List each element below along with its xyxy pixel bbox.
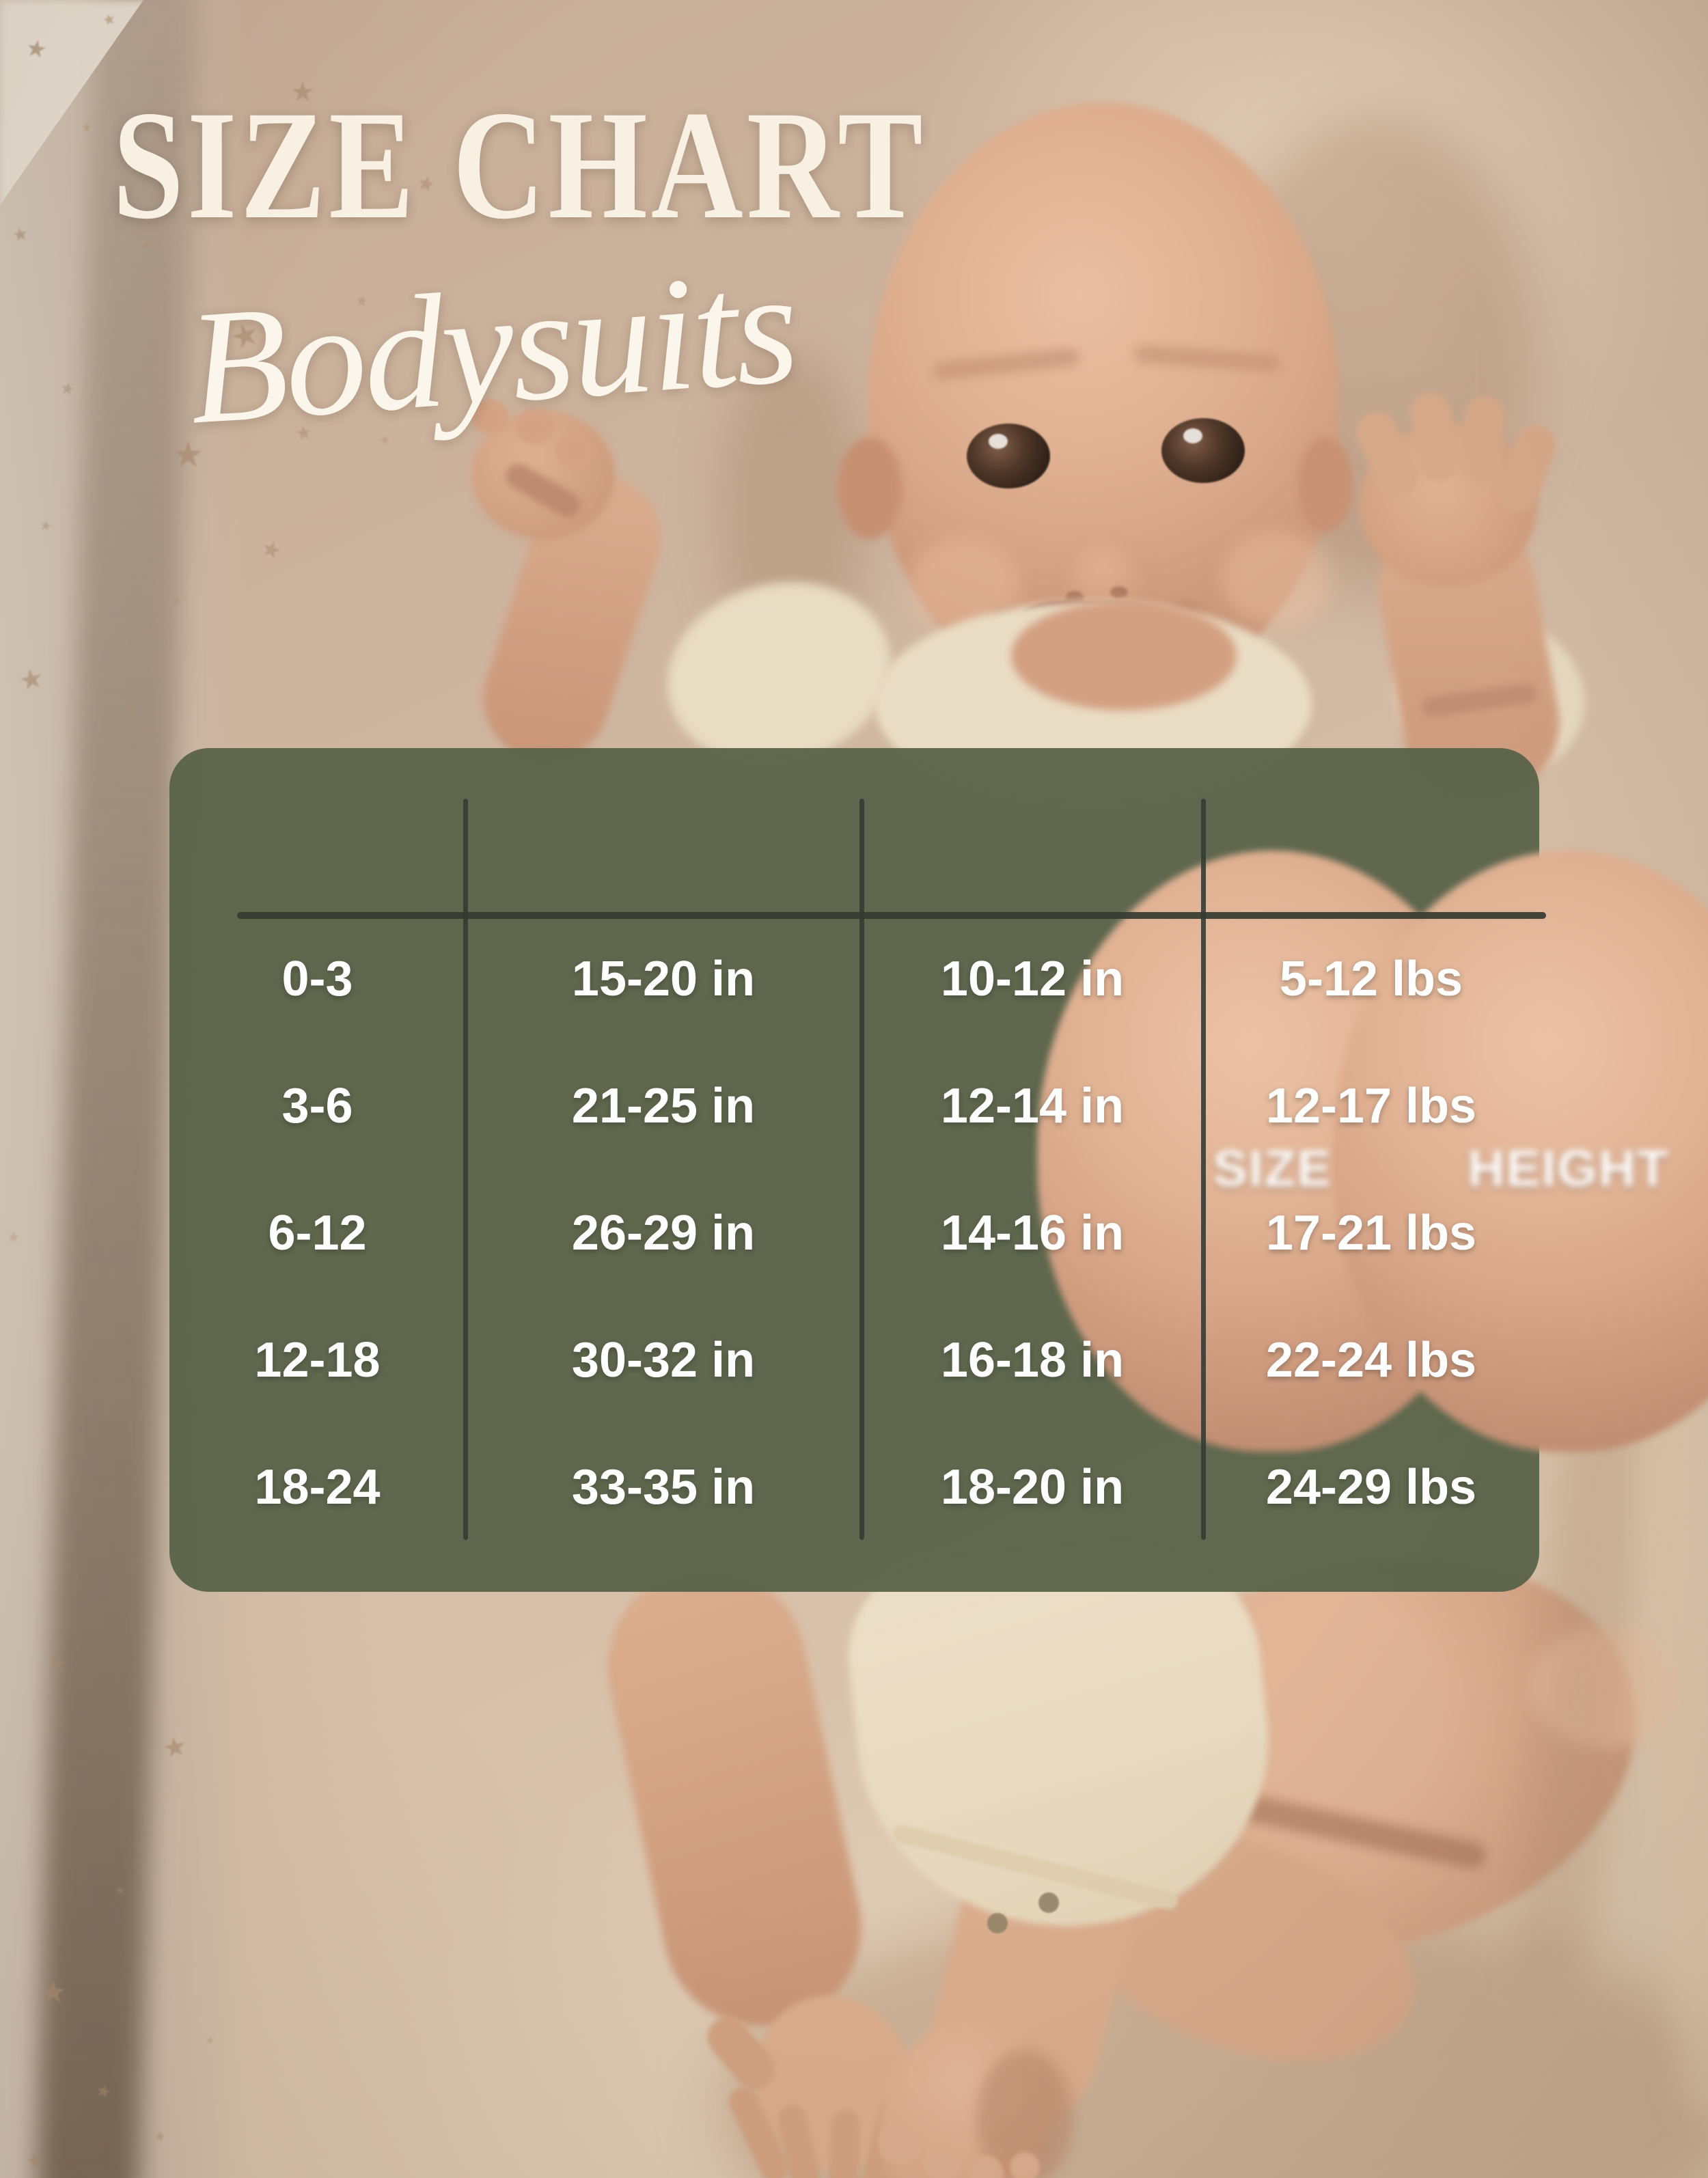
baby-toe (1010, 2152, 1040, 2178)
table-cell-r3c0: 12-18 (254, 1333, 381, 1388)
table-cell-r0c2: 10-12 in (940, 952, 1125, 1006)
table-cell-r4c2: 18-20 in (940, 1460, 1125, 1515)
table-cell-r4c1: 33-35 in (571, 1460, 756, 1515)
subtitle-script: Bodysuits (182, 236, 801, 458)
baby-toe (924, 2145, 962, 2178)
table-cell-r0c0: 0-3 (281, 952, 353, 1006)
baby-eye-right (1161, 418, 1245, 483)
baby-eye-left (967, 424, 1050, 488)
column-divider (859, 799, 864, 1540)
table-cell-r4c3: 24-29 lbs (1265, 1460, 1477, 1515)
fist-knuckle (471, 400, 509, 434)
baby-toe (969, 2155, 1003, 2178)
fist-knuckle (516, 410, 553, 444)
column-divider (1201, 799, 1206, 1540)
baby-toe (878, 2121, 922, 2165)
table-cell-r3c3: 22-24 lbs (1265, 1333, 1477, 1388)
baby-ear-left (837, 437, 902, 540)
bodysuit-snap (1038, 1892, 1059, 1913)
bodysuit-snap (987, 1913, 1008, 1933)
table-cell-r2c2: 14-16 in (940, 1206, 1125, 1260)
table-cell-r2c1: 26-29 in (571, 1206, 756, 1260)
table-cell-r2c0: 6-12 (268, 1206, 367, 1260)
star-icon: ★ (290, 79, 315, 106)
baby-ear-right (1298, 437, 1353, 533)
column-divider (463, 799, 468, 1540)
baby-cheek-right (1223, 533, 1332, 629)
table-cell-r4c0: 18-24 (254, 1460, 381, 1515)
baby-neck (1011, 601, 1237, 711)
table-cell-r0c1: 15-20 in (571, 952, 756, 1006)
table-cell-r1c1: 21-25 in (571, 1079, 756, 1133)
column-header-height: HEIGHT (1333, 851, 1708, 1452)
star-icon: ★ (82, 123, 92, 134)
table-cell-r0c3: 5-12 lbs (1279, 952, 1463, 1006)
baby-nostril (1110, 586, 1128, 598)
table-cell-r2c3: 17-21 lbs (1265, 1206, 1477, 1260)
table-cell-r3c1: 30-32 in (571, 1333, 756, 1388)
table-cell-r1c3: 12-17 lbs (1265, 1079, 1477, 1133)
table-cell-r3c2: 16-18 in (940, 1333, 1125, 1388)
table-cell-r1c0: 3-6 (281, 1079, 353, 1133)
star-icon: ★ (172, 437, 204, 473)
header-divider (237, 912, 1546, 919)
page-title: SIZE CHART (113, 79, 926, 251)
fist-knuckle (557, 434, 594, 468)
star-icon: ★ (40, 1978, 66, 2008)
table-cell-r1c2: 12-14 in (940, 1079, 1125, 1133)
